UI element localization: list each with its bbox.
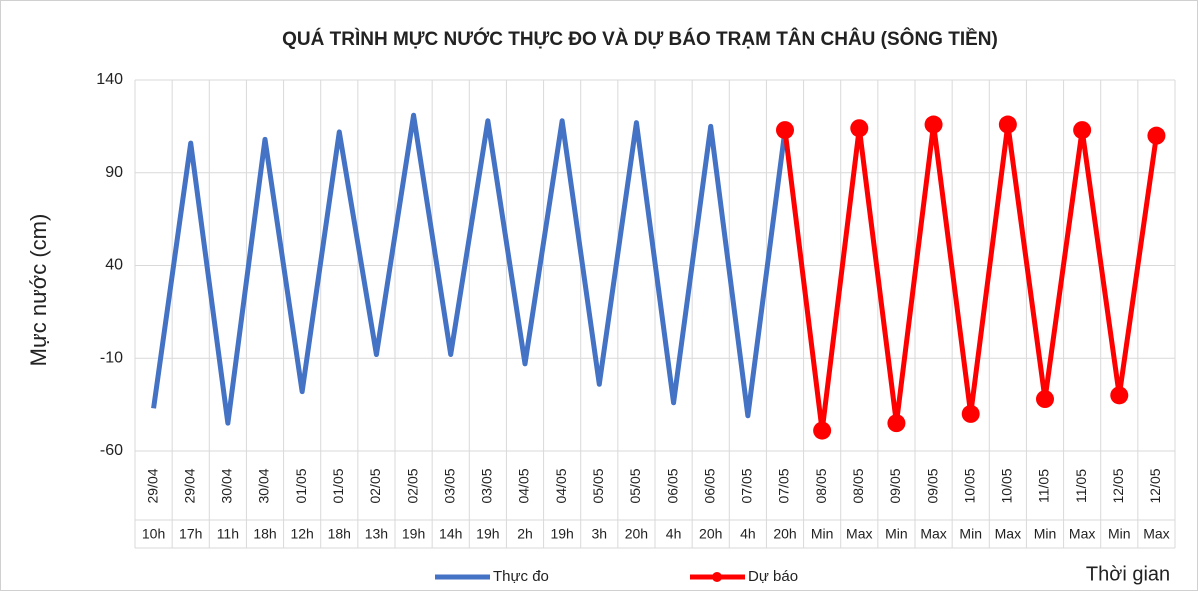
x-tick-label: 01/05 bbox=[293, 468, 309, 503]
y-tick-label: 140 bbox=[96, 71, 123, 88]
x-tick-sublabel: 20h bbox=[625, 526, 648, 542]
x-tick-label: 07/05 bbox=[739, 468, 755, 503]
x-axis-label: Thời gian bbox=[1086, 563, 1170, 585]
x-tick-label: 09/05 bbox=[887, 468, 903, 503]
legend-marker bbox=[712, 572, 722, 582]
x-tick-label: 08/05 bbox=[813, 468, 829, 503]
x-tick-sublabel: 4h bbox=[666, 526, 682, 542]
x-tick-sublabel: 19h bbox=[476, 526, 499, 542]
legend-label: Dự báo bbox=[748, 568, 798, 585]
x-tick-sublabel: Max bbox=[995, 526, 1021, 542]
series-marker bbox=[776, 121, 794, 140]
x-tick-label: 03/05 bbox=[441, 468, 457, 503]
series-line bbox=[151, 112, 788, 426]
x-tick-sublabel: 20h bbox=[699, 526, 722, 542]
x-tick-sublabel: Max bbox=[846, 526, 872, 542]
series-marker bbox=[887, 414, 906, 433]
x-tick-label: 11/05 bbox=[1036, 469, 1052, 503]
x-tick-label: 12/05 bbox=[1110, 468, 1126, 503]
x-tick-label: 09/05 bbox=[924, 468, 940, 503]
x-tick-sublabel: Min bbox=[885, 526, 908, 542]
x-tick-label: 06/05 bbox=[701, 468, 717, 503]
x-tick-sublabel: 12h bbox=[290, 526, 313, 542]
series-marker bbox=[1110, 386, 1129, 405]
y-tick-label: -10 bbox=[100, 349, 123, 366]
y-axis-label: Mực nước (cm) bbox=[26, 214, 51, 367]
x-tick-sublabel: 18h bbox=[328, 526, 351, 542]
series-marker bbox=[1147, 126, 1166, 145]
x-tick-label: 29/04 bbox=[144, 468, 160, 503]
x-tick-label: 07/05 bbox=[776, 468, 792, 503]
x-tick-label: 05/05 bbox=[627, 468, 643, 503]
series-marker bbox=[924, 115, 943, 134]
series-marker bbox=[850, 119, 869, 138]
x-tick-label: 30/04 bbox=[219, 468, 235, 503]
x-tick-sublabel: 10h bbox=[142, 526, 165, 542]
x-tick-sublabel: 13h bbox=[365, 526, 388, 542]
legend-label: Thực đo bbox=[493, 568, 549, 585]
series-marker bbox=[1073, 121, 1092, 140]
x-tick-sublabel: 19h bbox=[402, 526, 425, 542]
x-tick-label: 04/05 bbox=[516, 468, 532, 503]
x-tick-label: 05/05 bbox=[590, 468, 606, 503]
x-tick-sublabel: Min bbox=[959, 526, 982, 542]
x-tick-label: 11/05 bbox=[1073, 469, 1089, 503]
x-tick-sublabel: 4h bbox=[740, 526, 756, 542]
x-tick-sublabel: 17h bbox=[179, 526, 202, 542]
x-tick-sublabel: 20h bbox=[773, 526, 796, 542]
x-tick-label: 12/05 bbox=[1147, 468, 1163, 503]
x-tick-label: 10/05 bbox=[961, 468, 977, 503]
x-tick-label: 29/04 bbox=[181, 468, 197, 503]
x-tick-sublabel: Max bbox=[1143, 526, 1169, 542]
x-tick-label: 06/05 bbox=[664, 468, 680, 503]
x-tick-sublabel: 3h bbox=[591, 526, 607, 542]
x-tick-sublabel: 2h bbox=[517, 526, 533, 542]
x-tick-label: 03/05 bbox=[479, 468, 495, 503]
x-tick-sublabel: Min bbox=[1108, 526, 1131, 542]
x-tick-sublabel: Max bbox=[1069, 526, 1095, 542]
x-tick-sublabel: 14h bbox=[439, 526, 462, 542]
x-tick-sublabel: Max bbox=[920, 526, 946, 542]
series-marker bbox=[998, 115, 1017, 134]
chart-title: QUÁ TRÌNH MỰC NƯỚC THỰC ĐO VÀ DỰ BÁO TRẠ… bbox=[282, 28, 998, 50]
series-marker bbox=[961, 404, 980, 423]
series-marker bbox=[1036, 390, 1054, 409]
x-tick-label: 08/05 bbox=[850, 468, 866, 503]
x-tick-label: 02/05 bbox=[404, 468, 420, 503]
x-tick-sublabel: 11h bbox=[217, 526, 239, 542]
x-tick-label: 30/04 bbox=[256, 468, 272, 503]
y-tick-label: 40 bbox=[105, 257, 123, 274]
series-marker bbox=[813, 421, 832, 440]
x-tick-label: 01/05 bbox=[330, 468, 346, 503]
x-tick-sublabel: Min bbox=[1034, 526, 1057, 542]
y-tick-label: 90 bbox=[105, 164, 123, 181]
x-tick-sublabel: 18h bbox=[253, 526, 276, 542]
x-tick-sublabel: 19h bbox=[550, 526, 573, 542]
x-tick-label: 10/05 bbox=[999, 468, 1015, 503]
x-tick-label: 02/05 bbox=[367, 468, 383, 503]
x-tick-label: 04/05 bbox=[553, 468, 569, 503]
x-tick-sublabel: Min bbox=[811, 526, 834, 542]
y-tick-label: -60 bbox=[100, 442, 123, 459]
